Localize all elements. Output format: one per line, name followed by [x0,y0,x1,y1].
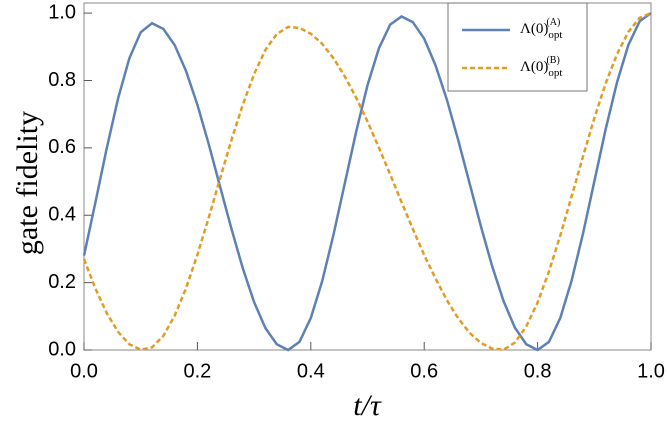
y-tick-label: 1.0 [48,1,76,23]
series-line [82,12,652,352]
legend-sup: (A) [546,17,560,28]
legend-box [447,2,588,92]
x-tick-label: 0.8 [524,360,552,382]
y-tick-label: 0.6 [48,136,76,158]
x-tick-label: 0.2 [183,360,211,382]
legend-sub: opt [548,29,562,41]
y-tick-label: 0.2 [48,271,76,293]
plot-frame [83,2,652,351]
legend-name: Λ(0) [520,21,548,37]
x-tick-label: 0.4 [297,360,325,382]
y-axis-label: gate fidelity [11,111,44,255]
y-tick-label: 0.4 [48,204,76,226]
x-tick-label: 1.0 [637,360,665,382]
legend: Λ(0)opt(A)Λ(0)opt(B) [447,2,588,92]
x-tick-label: 0.6 [410,360,438,382]
x-tick-label: 0.0 [70,360,98,382]
legend-name: Λ(0) [520,59,548,75]
y-tick-label: 0.0 [48,338,76,360]
y-tick-label: 0.8 [48,69,76,91]
series-line [82,11,652,351]
legend-label: Λ(0)opt(B) [520,55,562,78]
legend-label: Λ(0)opt(A) [520,17,562,40]
legend-sup: (B) [546,55,559,66]
x-axis-label: t/τ [353,389,382,422]
legend-sub: opt [548,67,562,79]
